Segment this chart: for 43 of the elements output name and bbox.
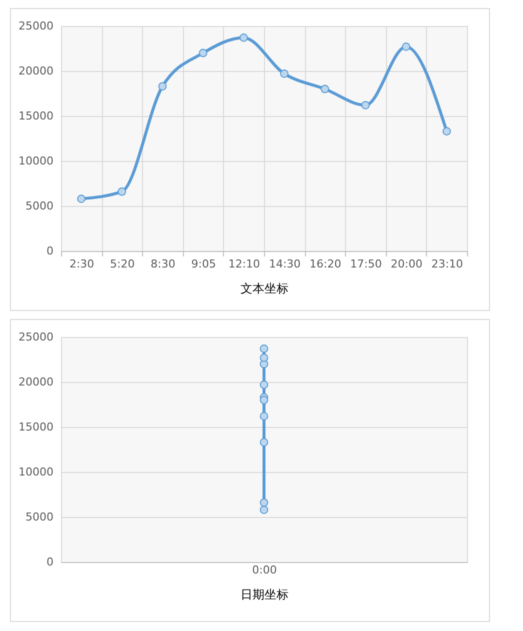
point (260, 412, 268, 420)
y-tick-label: 0 (46, 556, 54, 568)
point (260, 354, 268, 362)
y-tick-label: 15000 (18, 420, 54, 434)
point (442, 127, 451, 136)
y-tick-label: 10000 (18, 466, 54, 478)
y-tick-label: 25000 (18, 20, 54, 32)
x-axis-title: 日期坐标 (240, 588, 288, 602)
x-tick-label: 20:00 (390, 258, 422, 270)
point (118, 187, 126, 196)
x-tick-label: 14:30 (268, 258, 301, 270)
point (280, 70, 289, 78)
y-tick-label: 10000 (18, 154, 54, 168)
point (402, 42, 410, 51)
point (260, 396, 268, 404)
point (198, 48, 208, 58)
point (260, 506, 268, 514)
x-tick-label: 17:50 (350, 258, 382, 270)
y-tick-label: 5000 (26, 200, 54, 212)
point (158, 82, 167, 90)
x-tick-label: 12:10 (228, 258, 260, 270)
point (77, 194, 86, 203)
point (260, 498, 268, 507)
point (239, 34, 248, 42)
y-tick-label: 0 (46, 244, 54, 258)
y-tick-label: 20000 (18, 64, 54, 78)
point (260, 438, 268, 446)
x-tick-label: 2:30 (69, 258, 94, 270)
point (320, 84, 330, 94)
x-tick-label: 9:05 (191, 258, 216, 270)
x-axis-title: 文本坐标 (240, 282, 288, 296)
x-tick-label: 16:20 (310, 258, 342, 270)
point (361, 101, 370, 110)
point (260, 380, 268, 389)
x-tick-label: 8:30 (150, 258, 176, 270)
y-tick-label: 15000 (18, 110, 54, 122)
x-tick-label: 0:00 (252, 564, 277, 576)
y-tick-label: 5000 (26, 510, 54, 524)
y-tick-label: 25000 (18, 330, 54, 344)
y-tick-label: 20000 (18, 376, 54, 388)
x-tick-label: 23:10 (431, 258, 464, 270)
x-tick-label: 5:20 (110, 258, 135, 270)
point (260, 344, 268, 353)
